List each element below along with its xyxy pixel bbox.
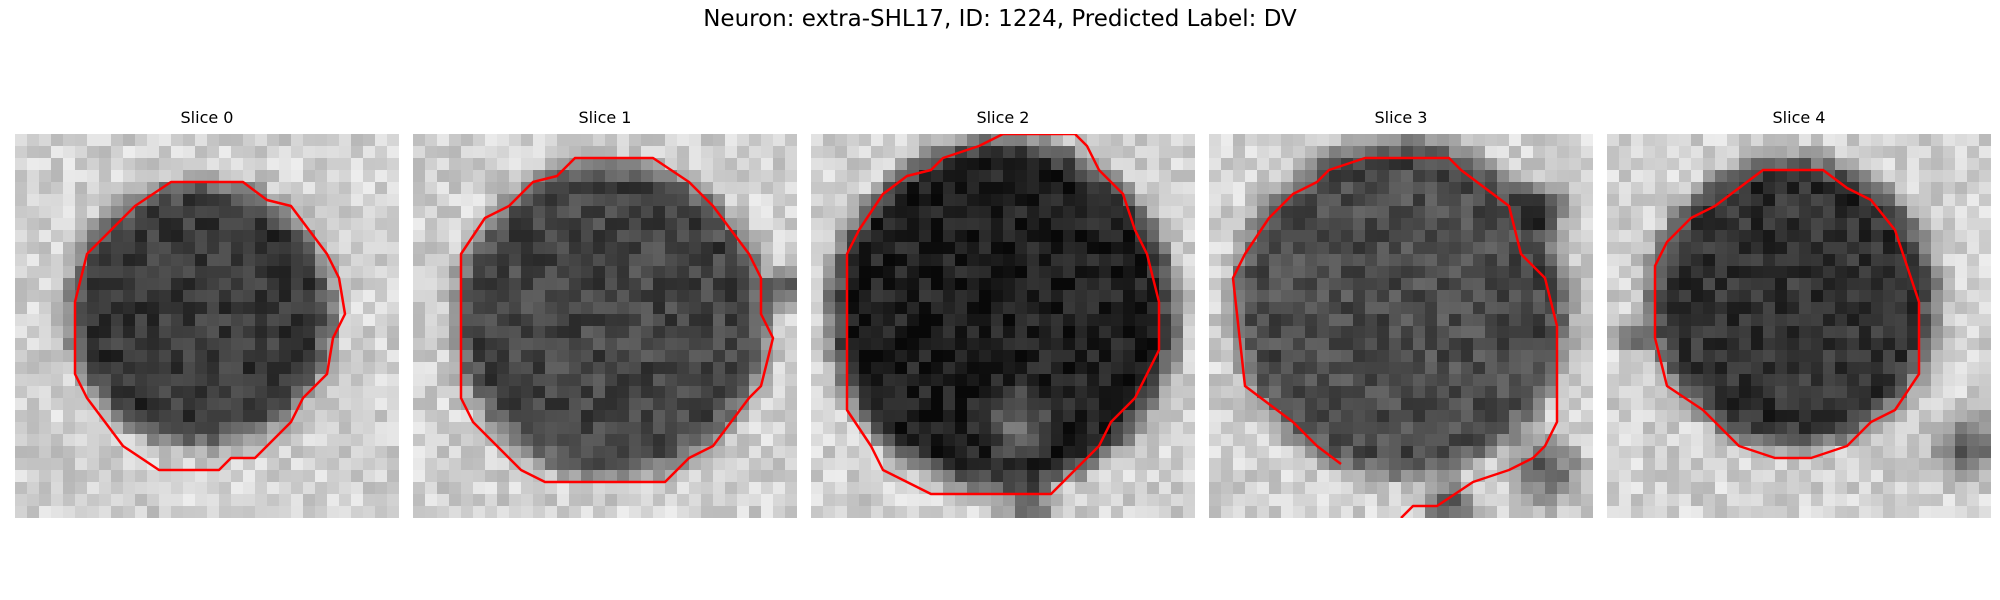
pixel-grid: [15, 134, 399, 518]
segmentation-contour: [1231, 156, 1559, 518]
segmentation-contour: [1653, 168, 1921, 460]
slice-image: [811, 134, 1195, 518]
slice-pixels: [1209, 134, 1593, 518]
slice-title: Slice 1: [578, 108, 632, 127]
slice-image: [413, 134, 797, 518]
slice-pixels: [15, 134, 399, 518]
pixel-grid: [811, 134, 1195, 518]
slice-title: Slice 4: [1772, 108, 1826, 127]
segmentation-contour: [73, 180, 347, 472]
slice-title: Slice 2: [976, 108, 1030, 127]
segmentation-contour: [459, 156, 775, 484]
slice-pixels: [1607, 134, 1991, 518]
segmentation-contour: [845, 134, 1161, 496]
slice-pixels: [811, 134, 1195, 518]
pixel-grid: [1209, 134, 1593, 518]
slice-image: [1209, 134, 1593, 518]
slice-image: [1607, 134, 1991, 518]
slice-image: [15, 134, 399, 518]
pixel-grid: [413, 134, 797, 518]
slice-title: Slice 3: [1374, 108, 1428, 127]
slice-title: Slice 0: [180, 108, 234, 127]
slice-pixels: [413, 134, 797, 518]
pixel-grid: [1607, 134, 1991, 518]
figure-title: Neuron: extra-SHL17, ID: 1224, Predicted…: [703, 6, 1297, 32]
